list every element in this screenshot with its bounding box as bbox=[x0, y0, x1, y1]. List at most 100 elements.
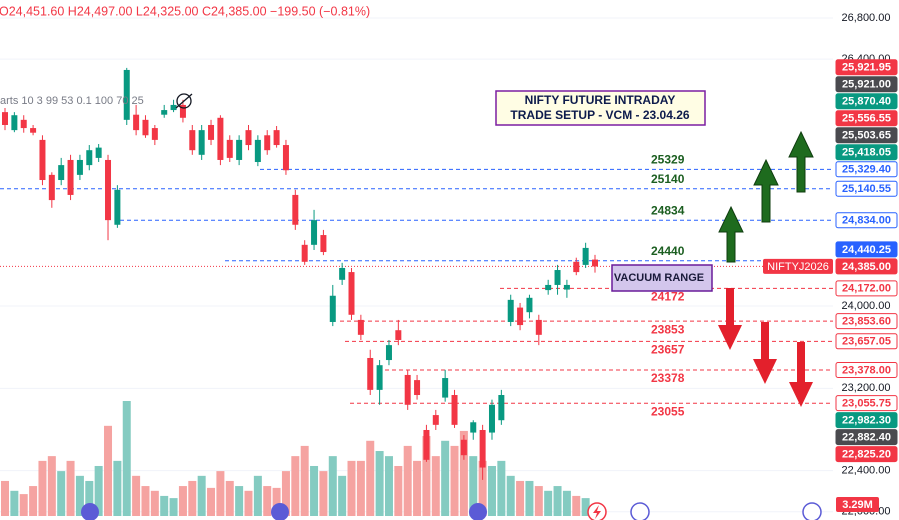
candle-body bbox=[517, 307, 524, 326]
volume-bar bbox=[94, 465, 103, 516]
volume-bar bbox=[487, 465, 496, 516]
event-icon[interactable] bbox=[81, 503, 99, 520]
price-label-box bbox=[835, 258, 898, 275]
down-arrow bbox=[718, 288, 742, 350]
event-icon[interactable] bbox=[630, 502, 650, 520]
indicator-icon bbox=[175, 93, 193, 109]
price-label: 23,853.60 bbox=[842, 315, 891, 327]
volume-bar bbox=[113, 460, 122, 516]
candle-body bbox=[451, 395, 458, 425]
volume-bar bbox=[10, 490, 19, 516]
candle-body bbox=[179, 104, 186, 118]
price-label-box bbox=[835, 333, 898, 350]
volume-bar bbox=[235, 486, 244, 516]
volume-bar bbox=[506, 475, 515, 516]
volume-bar bbox=[328, 456, 337, 516]
candle-body bbox=[573, 261, 580, 273]
price-label: 25,503.65 bbox=[842, 130, 891, 142]
price-label-box bbox=[835, 76, 898, 93]
candle-body bbox=[95, 147, 102, 158]
candle-layer bbox=[2, 67, 598, 480]
volume-bar bbox=[441, 440, 450, 516]
candle-body bbox=[86, 150, 93, 166]
volume-bar bbox=[347, 460, 356, 516]
volume-bar bbox=[469, 456, 478, 516]
price-label: 22,825.20 bbox=[842, 449, 891, 461]
resistance-label: 25140 bbox=[651, 172, 685, 186]
price-label: 25,329.40 bbox=[842, 164, 891, 176]
price-label-box bbox=[835, 395, 898, 412]
y-tick-label: 26,400.00 bbox=[842, 53, 891, 65]
support-label: 23055 bbox=[651, 404, 685, 418]
price-label: 22,982.30 bbox=[842, 415, 891, 427]
volume-bar bbox=[1, 480, 9, 516]
volume-bar bbox=[225, 480, 234, 516]
candle-body bbox=[58, 165, 65, 181]
candle-body bbox=[161, 110, 168, 115]
volume-bar bbox=[581, 498, 590, 516]
candle-body bbox=[385, 345, 392, 361]
zone-label: VACUUM RANGE bbox=[614, 272, 704, 284]
price-label: 25,418.05 bbox=[842, 147, 891, 159]
level-layer: 25329 25140 24834 24440 24172 23853 23657 23378… bbox=[0, 152, 833, 418]
volume-bar bbox=[534, 486, 543, 516]
up-arrow bbox=[788, 130, 814, 193]
candle-body bbox=[151, 128, 158, 140]
volume-bar bbox=[431, 456, 440, 516]
volume-bar bbox=[178, 486, 187, 516]
volume-bar bbox=[403, 445, 412, 516]
price-label-box bbox=[835, 412, 898, 429]
resistance-label: 24440 bbox=[651, 244, 685, 258]
candle-body bbox=[245, 130, 252, 146]
volume-bar bbox=[38, 460, 47, 516]
volume-bar bbox=[160, 495, 169, 516]
price-label: 23,055.75 bbox=[842, 398, 891, 410]
candle-body bbox=[376, 365, 383, 390]
event-icon[interactable] bbox=[271, 503, 289, 520]
candle-body bbox=[254, 139, 261, 163]
price-label-box bbox=[835, 212, 898, 229]
support-label: 23853 bbox=[651, 322, 685, 336]
volume-bar bbox=[281, 471, 290, 516]
event-icon[interactable] bbox=[469, 503, 487, 520]
event-icon[interactable] bbox=[802, 502, 822, 520]
price-label-box bbox=[835, 127, 898, 144]
price-label-box bbox=[835, 93, 898, 110]
y-tick-label: 26,800.00 bbox=[842, 12, 891, 24]
candle-body bbox=[236, 139, 243, 160]
candle-body bbox=[563, 284, 570, 290]
candle-body bbox=[30, 128, 37, 133]
candle-body bbox=[367, 357, 374, 390]
volume-bar bbox=[122, 401, 131, 516]
candle-body bbox=[535, 319, 542, 335]
price-label: 25,870.40 bbox=[842, 96, 891, 108]
resistance-label: 24834 bbox=[651, 203, 685, 217]
volume-bar bbox=[319, 471, 328, 516]
candle-body bbox=[20, 119, 27, 129]
volume-bar bbox=[413, 460, 422, 516]
candle-body bbox=[2, 112, 8, 125]
price-label: 25,921.00 bbox=[842, 79, 891, 91]
up-arrow bbox=[718, 205, 744, 263]
candle-body bbox=[357, 319, 364, 335]
candle-body bbox=[432, 415, 439, 425]
candle-body bbox=[123, 69, 130, 120]
eye-icon bbox=[176, 93, 192, 109]
volume-bar bbox=[19, 494, 28, 516]
volume-bar bbox=[572, 495, 581, 516]
axis-layer: 26,800.00 26,400.00 24,000.00 23,200.00 22,4… bbox=[763, 12, 898, 518]
volume-bar bbox=[197, 475, 206, 516]
volume-bar bbox=[375, 451, 384, 516]
y-tick-label: 24,000.00 bbox=[842, 300, 891, 312]
volume-bar bbox=[384, 456, 393, 516]
candle-body bbox=[470, 422, 477, 433]
volume-bar bbox=[66, 460, 75, 516]
candle-body bbox=[226, 139, 233, 158]
candle-body bbox=[301, 244, 308, 262]
volume-bar bbox=[291, 456, 300, 516]
candle-body bbox=[264, 135, 271, 151]
volume-layer bbox=[1, 401, 599, 516]
